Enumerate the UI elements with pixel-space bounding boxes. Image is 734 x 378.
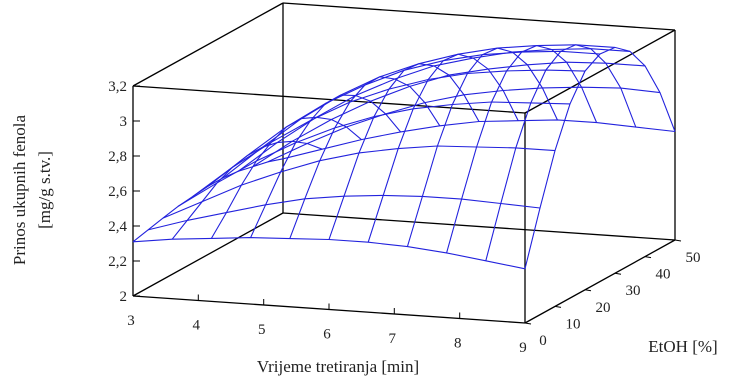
surface-line-x	[207, 50, 601, 187]
z-tick-label: 3	[120, 114, 128, 130]
z-tick-label: 3,2	[108, 79, 127, 95]
x-tick-label: 4	[193, 318, 201, 334]
z-tick-label: 2,4	[108, 219, 127, 235]
z-tick-label: 2,8	[108, 149, 127, 165]
box-edge	[524, 239, 676, 324]
y-tick	[674, 239, 682, 242]
y-tick	[584, 289, 592, 292]
y-tick	[554, 305, 562, 308]
y-tick	[644, 256, 652, 259]
z-tick-label: 2	[120, 289, 128, 305]
x-tick-label: 7	[389, 331, 397, 347]
box-edge	[282, 2, 676, 31]
tick-labels: 3 4 5 6 7 8 9 0 10 20 30 40 50 2 2,2 2,4 2,6 2,8 3 3,2	[108, 79, 700, 356]
surface-line-y	[289, 76, 441, 239]
surface-line-y	[524, 46, 676, 269]
surface-line-y	[406, 47, 558, 247]
surface-line-y	[328, 63, 480, 240]
box-edge	[282, 212, 676, 241]
x-axis-label: Vrijeme tretiranja [min]	[257, 357, 419, 376]
surface-line-x	[162, 145, 556, 219]
z-axis-label-line2: [mg/g s.tv.]	[35, 151, 54, 229]
surface-line-y	[485, 44, 637, 261]
y-tick	[524, 322, 532, 325]
y-axis-label: EtOH [%]	[648, 337, 717, 356]
surface-line-y	[132, 158, 284, 243]
surface-line-y	[367, 53, 519, 243]
surface-line-y	[446, 45, 598, 254]
y-tick-label: 40	[656, 267, 671, 283]
surface-line-y	[171, 140, 323, 240]
surface-line-y	[250, 94, 402, 238]
z-tick-label: 2,2	[108, 254, 127, 270]
y-tick-label: 50	[686, 250, 701, 266]
box-edge	[132, 212, 284, 297]
response-surface	[132, 44, 676, 270]
y-tick-label: 10	[566, 316, 581, 332]
surface-line-x	[147, 194, 541, 231]
y-tick	[614, 272, 622, 275]
y-tick-label: 20	[596, 300, 611, 316]
box-edge	[132, 85, 526, 114]
z-tick-label: 2,6	[108, 184, 127, 200]
surface-line-x	[267, 86, 661, 163]
y-tick-label: 0	[539, 333, 547, 349]
x-tick-label: 3	[127, 313, 135, 329]
surface-line-y	[210, 116, 362, 239]
y-tick-label: 30	[626, 283, 641, 299]
x-tick-label: 6	[323, 327, 331, 343]
z-axis-label-line1: Prinos ukupnih fenola	[10, 114, 29, 265]
box-edge	[524, 29, 676, 114]
x-tick-label: 5	[258, 322, 266, 338]
x-tick-label: 8	[454, 336, 462, 352]
tick-marks	[132, 85, 682, 325]
x-tick-label: 9	[519, 340, 527, 356]
surface-line-x	[237, 48, 631, 172]
box-edge	[132, 2, 284, 87]
surface-line-x	[222, 44, 616, 179]
